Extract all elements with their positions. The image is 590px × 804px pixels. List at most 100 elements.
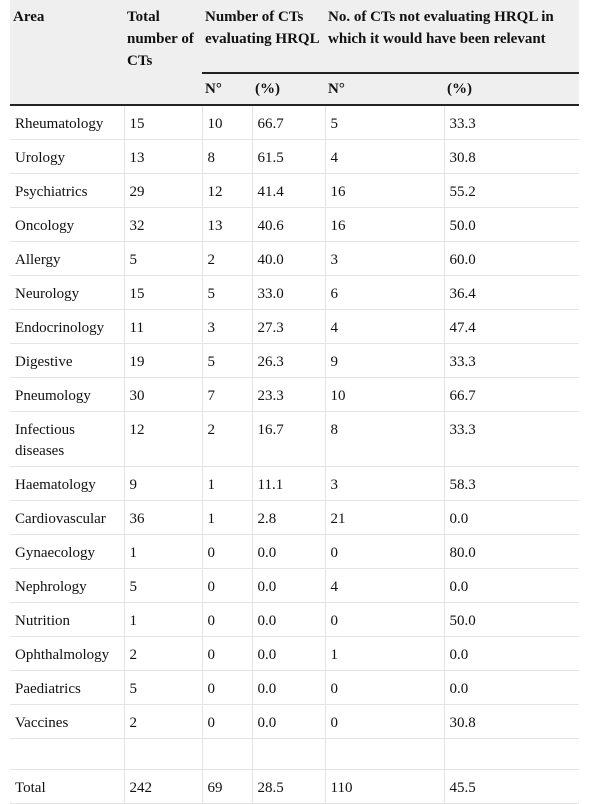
cell-n-eval: 1 (202, 466, 253, 501)
cell-total: 5 (124, 568, 203, 603)
table-row: Neurology 15 5 33.0 6 36.4 (10, 275, 580, 310)
cell-pct-eval: 0.0 (252, 568, 326, 603)
cell-n-not: 9 (325, 343, 445, 378)
cell-pct-not: 0.0 (444, 636, 580, 671)
cell-pct-not: 30.8 (444, 139, 580, 174)
cell-area: Ophthalmology (10, 636, 125, 671)
table-row: Urology 13 8 61.5 4 30.8 (10, 139, 580, 174)
cell-n-eval: 0 (202, 670, 253, 705)
cell-n-not: 8 (325, 411, 445, 467)
cell-n-not: 3 (325, 241, 445, 276)
cell-pct-eval: 0.0 (252, 704, 326, 739)
cell-pct-not: 33.3 (444, 411, 580, 467)
cell-pct-eval: 40.0 (252, 241, 326, 276)
cell-pct-not: 50.0 (444, 602, 580, 637)
cell-pct-eval: 27.3 (252, 309, 326, 344)
cell-n-eval: 0 (202, 704, 253, 739)
cell-pct-not: 30.8 (444, 704, 580, 739)
cell-n-not: 4 (325, 309, 445, 344)
cell-area: Oncology (10, 207, 125, 242)
cell-pct-not: 58.3 (444, 466, 580, 501)
cell-n-not: 4 (325, 568, 445, 603)
cell-n-not: 5 (325, 105, 445, 140)
cell-area: Neurology (10, 275, 125, 310)
cell-n-eval: 1 (202, 500, 253, 535)
cell-pct-eval: 61.5 (252, 139, 326, 174)
cell-n-not: 1 (325, 636, 445, 671)
spacer-cell (202, 738, 253, 770)
cell-n-not: 0 (325, 602, 445, 637)
cell-area: Nephrology (10, 568, 125, 603)
cell-n-eval: 3 (202, 309, 253, 344)
cell-area: Pneumology (10, 377, 125, 412)
table-row: Oncology 32 13 40.6 16 50.0 (10, 207, 580, 242)
cell-pct-eval: 26.3 (252, 343, 326, 378)
cell-pct-eval: 0.0 (252, 636, 326, 671)
spacer-cell (325, 738, 445, 770)
cell-n-not: 6 (325, 275, 445, 310)
table-row: Endocrinology 11 3 27.3 4 47.4 (10, 309, 580, 344)
cell-pct-eval: 16.7 (252, 411, 326, 467)
cell-pct-not: 33.3 (444, 343, 580, 378)
cell-n-eval: 7 (202, 377, 253, 412)
total-cell-area: Total (10, 769, 125, 804)
cell-total: 2 (124, 636, 203, 671)
cell-n-not: 3 (325, 466, 445, 501)
cell-total: 36 (124, 500, 203, 535)
total-cell-pct-eval: 28.5 (252, 769, 326, 804)
cell-pct-not: 47.4 (444, 309, 580, 344)
table-row: Vaccines 2 0 0.0 0 30.8 (10, 704, 580, 739)
cell-total: 1 (124, 602, 203, 637)
cell-pct-eval: 0.0 (252, 602, 326, 637)
cell-n-eval: 0 (202, 636, 253, 671)
table-row: Ophthalmology 2 0 0.0 1 0.0 (10, 636, 580, 671)
table-row: Nephrology 5 0 0.0 4 0.0 (10, 568, 580, 603)
cell-area: Digestive (10, 343, 125, 378)
table-row: Infectious diseases 12 2 16.7 8 33.3 (10, 411, 580, 467)
table-row: Digestive 19 5 26.3 9 33.3 (10, 343, 580, 378)
table-row: Allergy 5 2 40.0 3 60.0 (10, 241, 580, 276)
total-cell-n-eval: 69 (202, 769, 253, 804)
cell-total: 32 (124, 207, 203, 242)
cell-area: Infectious diseases (10, 411, 125, 467)
table-row: Pneumology 30 7 23.3 10 66.7 (10, 377, 580, 412)
cell-pct-not: 55.2 (444, 173, 580, 208)
cell-pct-not: 50.0 (444, 207, 580, 242)
cell-n-eval: 10 (202, 105, 253, 140)
hrql-table: Area Total number of CTs Number of CTs e… (10, 0, 580, 804)
cell-n-eval: 2 (202, 241, 253, 276)
cell-total: 5 (124, 241, 203, 276)
cell-pct-not: 0.0 (444, 670, 580, 705)
cell-total: 29 (124, 173, 203, 208)
cell-n-eval: 0 (202, 568, 253, 603)
cell-area: Allergy (10, 241, 125, 276)
cell-pct-eval: 66.7 (252, 105, 326, 140)
cell-pct-not: 0.0 (444, 568, 580, 603)
table-header: Area Total number of CTs Number of CTs e… (10, 0, 580, 105)
spacer-row (10, 738, 580, 770)
cell-total: 30 (124, 377, 203, 412)
cell-area: Gynaecology (10, 534, 125, 569)
spacer-cell (124, 738, 203, 770)
cell-total: 11 (124, 309, 203, 344)
cell-total: 15 (124, 275, 203, 310)
header-total: Total number of CTs (124, 0, 202, 105)
table-row: Psychiatrics 29 12 41.4 16 55.2 (10, 173, 580, 208)
cell-pct-not: 66.7 (444, 377, 580, 412)
total-cell-n-not: 110 (325, 769, 445, 804)
spacer-cell (10, 738, 125, 770)
cell-n-eval: 2 (202, 411, 253, 467)
cell-n-not: 0 (325, 670, 445, 705)
table-row: Rheumatology 15 10 66.7 5 33.3 (10, 105, 580, 140)
cell-n-not: 21 (325, 500, 445, 535)
cell-n-not: 16 (325, 173, 445, 208)
header-n-eval: N° (202, 73, 252, 105)
table-row: Paediatrics 5 0 0.0 0 0.0 (10, 670, 580, 705)
cell-area: Psychiatrics (10, 173, 125, 208)
cell-area: Cardiovascular (10, 500, 125, 535)
total-cell-pct-not: 45.5 (444, 769, 580, 804)
cell-area: Endocrinology (10, 309, 125, 344)
cell-n-not: 4 (325, 139, 445, 174)
cell-area: Nutrition (10, 602, 125, 637)
cell-pct-eval: 2.8 (252, 500, 326, 535)
